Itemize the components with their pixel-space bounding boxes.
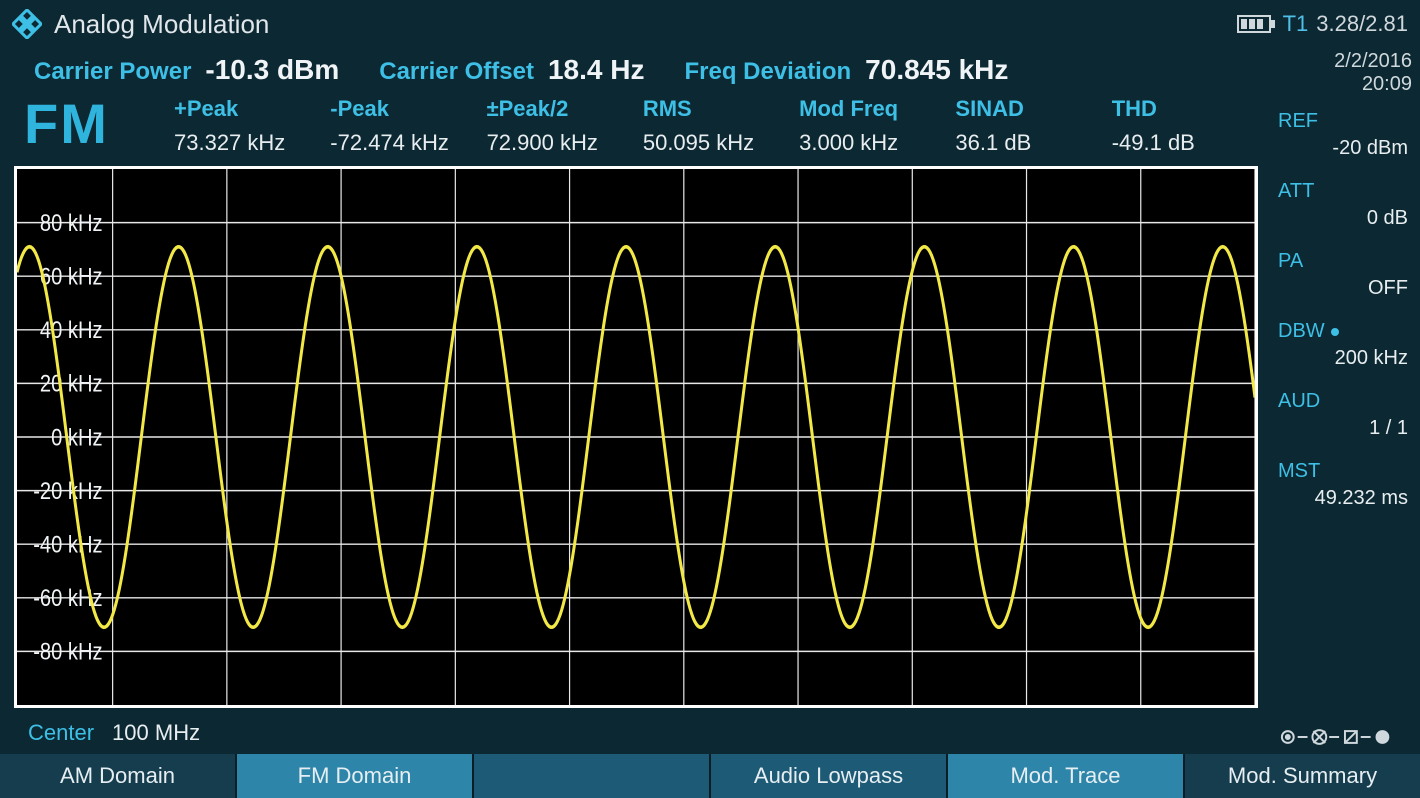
side-item-key: ATT: [1278, 180, 1408, 203]
svg-text:-80 kHz: -80 kHz: [33, 638, 102, 665]
side-item-value: 200 kHz: [1278, 343, 1408, 370]
side-item-value: 0 dB: [1278, 203, 1408, 230]
stat-label: SINAD: [955, 96, 1101, 122]
side-item-key: AUD: [1278, 390, 1408, 413]
chart-area[interactable]: 80 kHz 60 kHz 40 kHz 20 kHz 0 kHz -20 kHz -40 …: [14, 166, 1258, 708]
side-item-key: REF: [1278, 110, 1408, 133]
tab-am-domain[interactable]: AM Domain: [0, 754, 237, 798]
stat-label: +Peak: [174, 96, 320, 122]
carrier-offset-value: 18.4 Hz: [548, 54, 645, 86]
svg-text:40 kHz: 40 kHz: [40, 317, 103, 344]
stat-col: -Peak -72.474 kHz: [330, 96, 476, 156]
side-item[interactable]: PAOFF: [1274, 244, 1412, 312]
tab-mod-summary[interactable]: Mod. Summary: [1185, 754, 1420, 798]
tab-label: Mod. Trace: [1010, 763, 1120, 789]
stat-col: +Peak 73.327 kHz: [174, 96, 320, 156]
version-text: 3.28/2.81: [1316, 11, 1408, 37]
side-item-value: -20 dBm: [1278, 133, 1408, 160]
svg-text:-20 kHz: -20 kHz: [33, 477, 102, 504]
stat-col: THD -49.1 dB: [1112, 96, 1258, 156]
stat-value: 3.000 kHz: [799, 130, 945, 156]
svg-text:20 kHz: 20 kHz: [40, 370, 103, 397]
stat-value: -49.1 dB: [1112, 130, 1258, 156]
carrier-power-value: -10.3 dBm: [205, 54, 339, 86]
svg-text:60 kHz: 60 kHz: [40, 263, 103, 290]
center-value: 100 MHz: [112, 720, 200, 746]
main-column: Carrier Power -10.3 dBm Carrier Offset 1…: [0, 44, 1270, 754]
side-item[interactable]: ATT0 dB: [1274, 174, 1412, 242]
stats-list: +Peak 73.327 kHz -Peak -72.474 kHz ±Peak/2 72…: [174, 96, 1258, 156]
freq-deviation-value: 70.845 kHz: [865, 54, 1008, 86]
brand-logo-icon: [12, 9, 42, 39]
marker-icons-row: [1274, 724, 1412, 750]
carrier-power: Carrier Power -10.3 dBm: [34, 54, 339, 86]
datetime-block: 2/2/2016 20:09: [1274, 50, 1412, 104]
side-item[interactable]: AUD1 / 1: [1274, 384, 1412, 452]
bottom-tab-bar: AM Domain FM Domain Audio Lowpass Mod. Trac…: [0, 754, 1420, 798]
battery-icon: [1237, 13, 1277, 35]
side-item-key: MST: [1278, 460, 1408, 483]
svg-text:0 kHz: 0 kHz: [51, 424, 102, 451]
freq-deviation: Freq Deviation 70.845 kHz: [684, 54, 1008, 86]
side-settings-list: REF-20 dBmATT0 dBPAOFFDBW200 kHzAUD1 / 1…: [1274, 104, 1412, 522]
side-item[interactable]: REF-20 dBm: [1274, 104, 1412, 172]
stat-label: ±Peak/2: [487, 96, 633, 122]
stat-col: Mod Freq 3.000 kHz: [799, 96, 945, 156]
side-item[interactable]: MST49.232 ms: [1274, 454, 1412, 522]
carrier-offset-label: Carrier Offset: [379, 58, 534, 86]
mode-stats-row: FM +Peak 73.327 kHz -Peak -72.474 kHz ±Peak/…: [14, 96, 1258, 166]
side-item-value: 49.232 ms: [1278, 483, 1408, 510]
indicator-dot-icon: [1331, 328, 1339, 336]
stat-value: 50.095 kHz: [643, 130, 789, 156]
tab-mod-trace[interactable]: Mod. Trace: [948, 754, 1185, 798]
svg-text:-40 kHz: -40 kHz: [33, 531, 102, 558]
stat-value: 73.327 kHz: [174, 130, 320, 156]
stat-col: SINAD 36.1 dB: [955, 96, 1101, 156]
tab-label: Audio Lowpass: [754, 763, 903, 789]
body-row: Carrier Power -10.3 dBm Carrier Offset 1…: [0, 44, 1420, 754]
tab-label: AM Domain: [60, 763, 175, 789]
tab-label: FM Domain: [298, 763, 412, 789]
page-title: Analog Modulation: [54, 9, 1237, 40]
tab-label: Mod. Summary: [1228, 763, 1377, 789]
tab-audio-lowpass[interactable]: Audio Lowpass: [711, 754, 948, 798]
side-item-value: 1 / 1: [1278, 413, 1408, 440]
side-item-key: PA: [1278, 250, 1408, 273]
time-text: 20:09: [1274, 73, 1412, 96]
title-bar: Analog Modulation T1 3.28/2.81: [0, 0, 1420, 44]
fm-trace-chart: 80 kHz 60 kHz 40 kHz 20 kHz 0 kHz -20 kHz -40 …: [17, 169, 1255, 705]
svg-text:80 kHz: 80 kHz: [40, 209, 103, 236]
stat-col: RMS 50.095 kHz: [643, 96, 789, 156]
stat-value: -72.474 kHz: [330, 130, 476, 156]
app-root: Analog Modulation T1 3.28/2.81 Carrier P…: [0, 0, 1420, 798]
side-item-value: OFF: [1278, 273, 1408, 300]
stat-col: ±Peak/2 72.900 kHz: [487, 96, 633, 156]
carrier-offset: Carrier Offset 18.4 Hz: [379, 54, 644, 86]
freq-deviation-label: Freq Deviation: [684, 58, 851, 86]
side-item-key: DBW: [1278, 320, 1408, 343]
side-panel: 2/2/2016 20:09 REF-20 dBmATT0 dBPAOFFDBW…: [1270, 44, 1420, 754]
center-label: Center: [28, 720, 94, 746]
date-text: 2/2/2016: [1274, 50, 1412, 73]
carrier-power-label: Carrier Power: [34, 58, 191, 86]
modulation-mode: FM: [24, 96, 144, 152]
side-item[interactable]: DBW200 kHz: [1274, 314, 1412, 382]
stat-label: -Peak: [330, 96, 476, 122]
carrier-row: Carrier Power -10.3 dBm Carrier Offset 1…: [14, 44, 1258, 96]
center-freq-row: Center 100 MHz: [14, 708, 1258, 754]
stat-label: THD: [1112, 96, 1258, 122]
t1-label: T1: [1283, 11, 1309, 37]
stat-value: 36.1 dB: [955, 130, 1101, 156]
stat-label: RMS: [643, 96, 789, 122]
tab-blank[interactable]: [474, 754, 711, 798]
stat-label: Mod Freq: [799, 96, 945, 122]
stat-value: 72.900 kHz: [487, 130, 633, 156]
tab-fm-domain[interactable]: FM Domain: [237, 754, 474, 798]
